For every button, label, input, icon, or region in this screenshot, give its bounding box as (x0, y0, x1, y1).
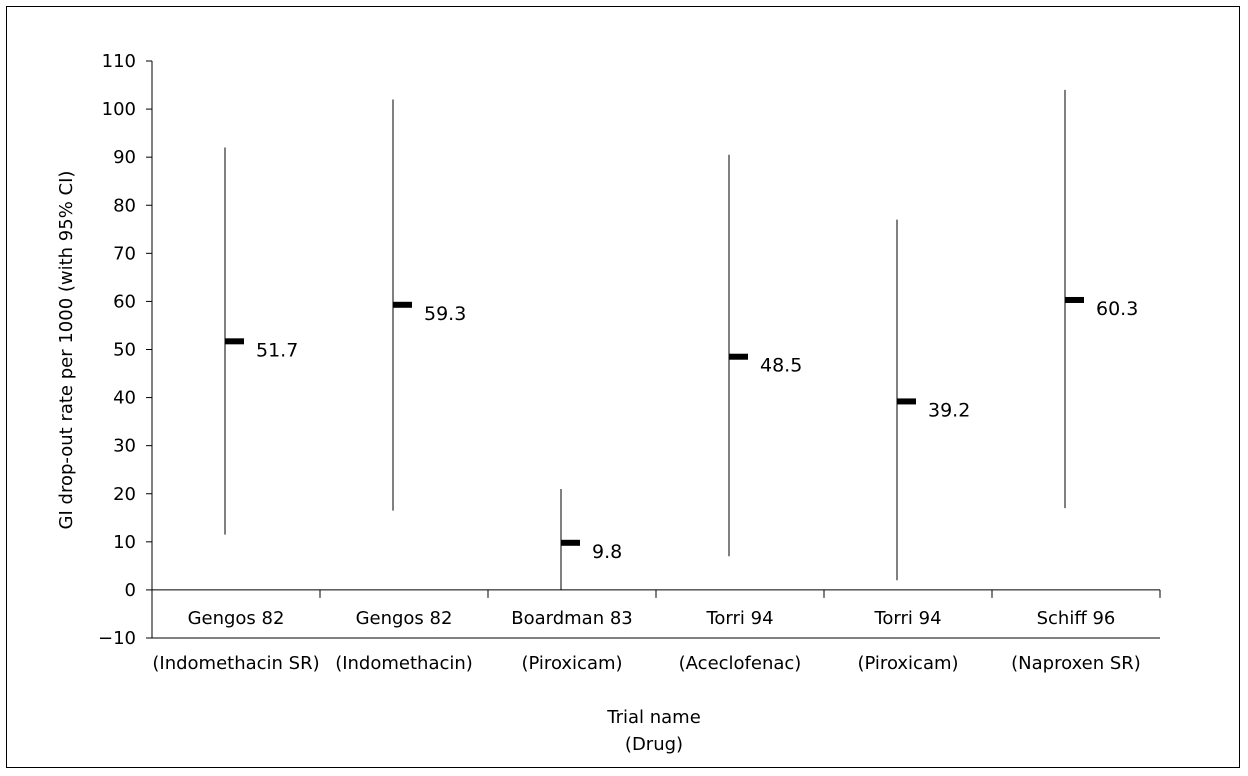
x-category-name: Boardman 83 (511, 608, 633, 629)
x-category-name: Torri 94 (873, 608, 941, 629)
chart-frame (6, 6, 1240, 768)
x-category-drug: (Aceclofenac) (679, 653, 802, 674)
x-category-name: Gengos 82 (356, 608, 453, 629)
x-category-drug: (Indomethacin) (335, 653, 473, 674)
y-tick-label: 100 (102, 99, 136, 120)
point-value-label: 60.3 (1096, 298, 1138, 320)
x-category-drug: (Indomethacin SR) (152, 653, 319, 674)
point-value-label: 51.7 (256, 339, 298, 361)
point-value-label: 48.5 (760, 355, 802, 377)
point-estimate-marker (225, 338, 244, 345)
x-category-name: Gengos 82 (188, 608, 285, 629)
y-tick-label: 110 (102, 51, 136, 72)
point-estimate-marker (897, 398, 916, 405)
x-category-name: Torri 94 (705, 608, 773, 629)
point-estimate-marker (729, 353, 748, 360)
point-estimate-marker (393, 301, 412, 308)
y-tick-label: 90 (113, 147, 136, 168)
x-axis-label-line2: (Drug) (625, 734, 683, 755)
data-marks: 51.7 59.3 9.8 48.5 39.2 60.3 (224, 89, 1138, 590)
y-tick-label: −10 (98, 628, 136, 649)
y-tick-label: 70 (113, 243, 136, 264)
x-axis-label-line1: Trial name (606, 707, 701, 728)
y-tick-label: 50 (113, 340, 136, 361)
axes (151, 61, 1161, 639)
point-estimate-marker (561, 539, 580, 546)
y-tick-label: 30 (113, 436, 136, 457)
y-tick-label: 10 (113, 532, 136, 553)
point-value-label: 9.8 (592, 541, 622, 563)
x-category-drug: (Piroxicam) (521, 653, 622, 674)
x-category-drug: (Naproxen SR) (1011, 653, 1141, 674)
point-estimate-marker (1065, 296, 1084, 303)
x-category-name: Schiff 96 (1037, 608, 1116, 629)
point-value-label: 59.3 (424, 303, 466, 325)
y-tick-label: 40 (113, 388, 136, 409)
y-tick-label: 20 (113, 484, 136, 505)
y-axis-label: GI drop-out rate per 1000 (with 95% CI) (56, 171, 77, 530)
x-category-labels: Gengos 82 (Indomethacin SR) Gengos 82 (Indo… (152, 608, 1140, 674)
y-tick-label: 0 (125, 580, 136, 601)
x-category-drug: (Piroxicam) (857, 653, 958, 674)
y-ticks: −10 0 10 20 30 40 50 60 70 80 90 100 110 (98, 51, 152, 649)
point-value-label: 39.2 (928, 399, 970, 421)
y-tick-label: 60 (113, 291, 136, 312)
y-tick-label: 80 (113, 195, 136, 216)
